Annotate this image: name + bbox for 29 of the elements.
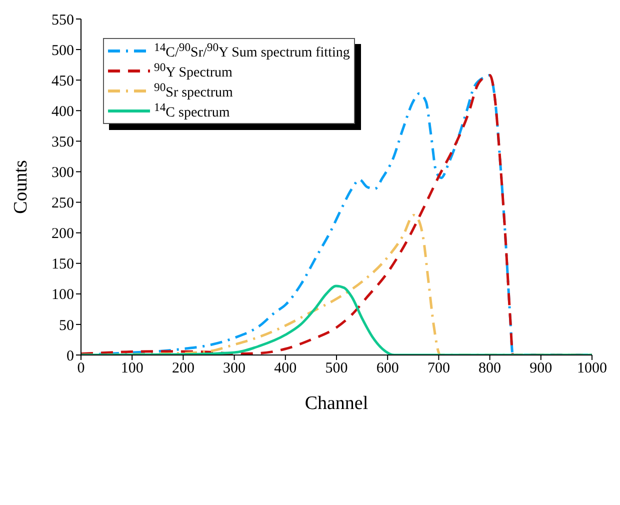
x-tick-label: 700 xyxy=(427,360,450,377)
legend-label: $^{90}$Y Spectrum xyxy=(154,60,232,82)
y-axis-title: Counts xyxy=(10,160,32,214)
y-tick-label: 200 xyxy=(52,226,74,242)
x-tick-label: 200 xyxy=(172,360,194,377)
legend-label: $^{14}$C spectrum xyxy=(154,100,230,122)
y-tick-label: 550 xyxy=(52,12,74,28)
x-tick-label: 0 xyxy=(77,360,85,377)
x-tick-label: 1000 xyxy=(577,360,607,377)
y-tick-label: 400 xyxy=(52,104,74,120)
x-tick-label: 100 xyxy=(120,360,144,377)
y-tick-label: 50 xyxy=(59,318,74,334)
legend-label: $^{90}$Sr spectrum xyxy=(154,80,233,102)
y-tick-label: 250 xyxy=(52,196,74,212)
x-tick-label: 800 xyxy=(478,360,502,377)
x-axis-title: Channel xyxy=(304,393,368,414)
x-tick-label: 400 xyxy=(274,360,297,377)
x-tick-label: 900 xyxy=(530,360,552,377)
y-tick-label: 0 xyxy=(66,348,74,364)
y-tick-label: 150 xyxy=(52,256,74,273)
y-tick-label: 300 xyxy=(52,165,74,182)
y-tick-label: 350 xyxy=(52,134,74,151)
legend-label: $^{14}$C/$^{90}$Sr/$^{90}$Y Sum spectrum fitting xyxy=(154,40,350,62)
x-tick-label: 600 xyxy=(376,360,399,377)
x-tick-label: 300 xyxy=(223,360,246,377)
y-tick-label: 100 xyxy=(52,287,74,304)
y-tick-label: 500 xyxy=(52,42,74,59)
y-tick-label: 450 xyxy=(52,73,74,90)
x-tick-label: 500 xyxy=(325,360,348,377)
